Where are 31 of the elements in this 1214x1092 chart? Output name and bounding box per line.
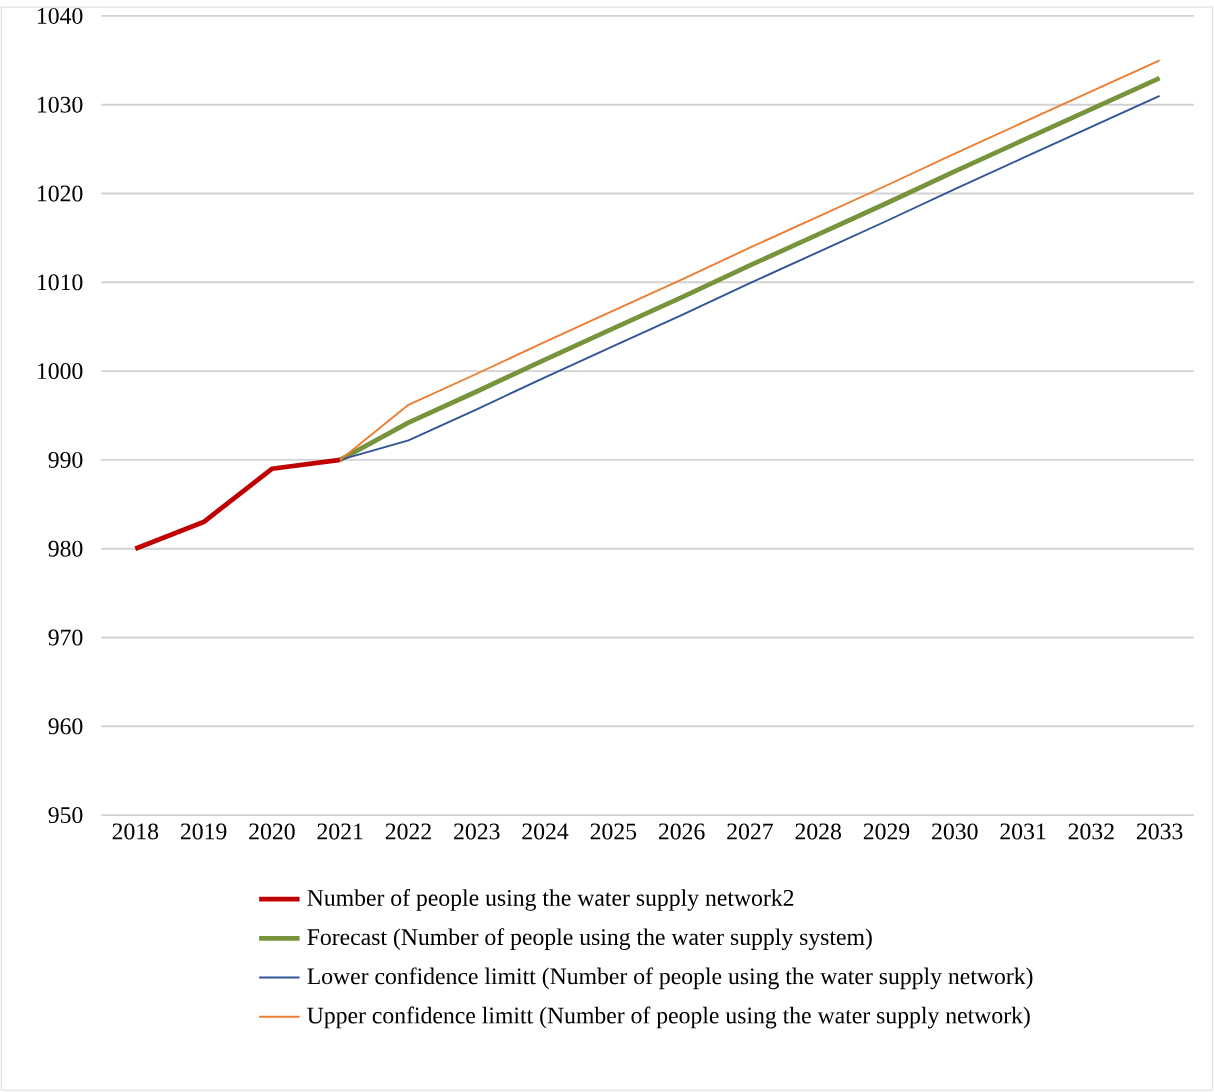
y-tick-label: 1000 [37,363,83,380]
x-tick-label: 2021 [317,823,363,840]
x-tick-label: 2018 [112,823,159,840]
x-tick-label: 2028 [795,823,841,840]
y-tick-label: 1030 [37,96,83,113]
x-tick-label: 2027 [727,823,773,840]
legend-label: Number of people using the water supply network2 [307,889,794,911]
x-tick-label: 2023 [454,823,500,840]
y-tick-label: 980 [48,540,83,557]
legend-label: Upper confidence limitt (Number of people using the water supply network) [307,1006,1030,1029]
legend-label: Forecast (Number of people using the water supply system) [307,928,872,951]
line-series [132,457,343,552]
y-tick-label: 960 [48,718,83,735]
legend-label: Lower confidence limitt (Number of people using the water supply network) [307,967,1033,990]
y-tick-label: 1040 [37,8,83,25]
x-tick-label: 2024 [522,823,569,840]
x-tick-label: 2020 [249,823,295,840]
x-tick-label: 2019 [180,823,227,840]
x-tick-label: 2029 [863,823,910,840]
y-tick-label: 990 [48,452,83,469]
x-tick-label: 2022 [385,823,431,840]
y-tick-label: 970 [48,629,83,646]
x-tick-label: 2026 [658,823,705,840]
x-tick-label: 2032 [1068,823,1114,840]
x-tick-label: 2031 [1000,823,1046,840]
x-tick-label: 2030 [932,823,978,840]
y-tick-label: 950 [48,807,83,824]
x-tick-label: 2033 [1136,823,1183,840]
x-tick-label: 2025 [590,823,637,840]
y-tick-label: 1010 [37,274,83,291]
y-tick-label: 1020 [37,185,83,202]
